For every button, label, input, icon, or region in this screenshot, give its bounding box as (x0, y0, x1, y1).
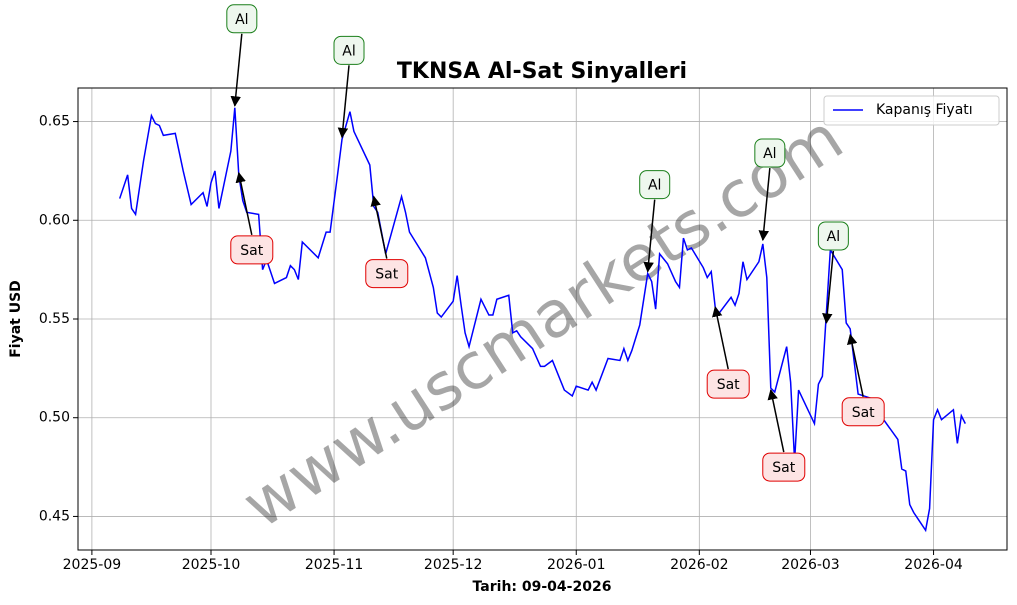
annotation-box (365, 259, 409, 289)
annotation-arrow (643, 199, 656, 273)
annotation-label: Sat (717, 377, 740, 393)
annotation-box (841, 397, 885, 427)
annotation-label: Sat (375, 267, 398, 283)
legend: Kapanış Fiyatı (823, 95, 1000, 126)
y-tick-label: 0.50 (39, 410, 70, 426)
legend-box (823, 95, 1000, 126)
chart-title: TKNSA Al-Sat Sinyalleri (397, 59, 687, 84)
y-tick-label: 0.45 (39, 508, 70, 524)
y-tick-label: 0.65 (39, 114, 70, 130)
annotation-box (230, 235, 274, 265)
annotation-box (817, 221, 849, 251)
annotation-label: Sat (852, 405, 875, 421)
annotation-arrow (235, 171, 253, 236)
annotation-arrow (846, 333, 864, 397)
annotation-label: Al (763, 146, 776, 162)
x-tick-label: 2026-03 (781, 557, 840, 573)
annotation-label: Sat (772, 460, 795, 476)
y-axis-label: Fiyat USD (8, 280, 24, 358)
x-tick-label: 2026-02 (670, 557, 729, 573)
annotation-arrow (337, 65, 350, 139)
x-tick-label: 2025-10 (182, 557, 241, 573)
annotation-box (706, 369, 750, 399)
annotation-box (762, 452, 806, 482)
annotation-box (639, 170, 671, 200)
annotation-box (754, 138, 786, 168)
legend-label: Kapanış Fiyatı (876, 102, 973, 118)
price-line (118, 107, 966, 533)
y-tick-label: 0.60 (39, 212, 70, 228)
annotation-arrow (230, 33, 243, 107)
annotation-label: Al (648, 178, 661, 194)
annotation-arrow (822, 250, 835, 324)
annotation-label: Al (827, 229, 840, 245)
x-tick-label: 2025-11 (305, 557, 364, 573)
plot-frame (77, 87, 1008, 551)
annotation-arrow (370, 195, 388, 259)
x-tick-label: 2026-01 (547, 557, 606, 573)
annotation-arrow (711, 306, 729, 370)
annotation-arrow (767, 389, 785, 453)
annotation-label: Al (342, 43, 355, 59)
x-axis-label: Tarih: 09-04-2026 (473, 579, 612, 595)
y-tick-label: 0.55 (39, 311, 70, 327)
annotation-arrow (758, 167, 771, 242)
annotation-box (226, 4, 258, 34)
annotation-label: Al (235, 12, 248, 28)
annotation-box (333, 35, 365, 65)
x-tick-label: 2025-09 (63, 557, 122, 573)
x-tick-label: 2025-12 (424, 557, 483, 573)
annotation-label: Sat (240, 243, 263, 259)
x-tick-label: 2026-04 (904, 557, 963, 573)
